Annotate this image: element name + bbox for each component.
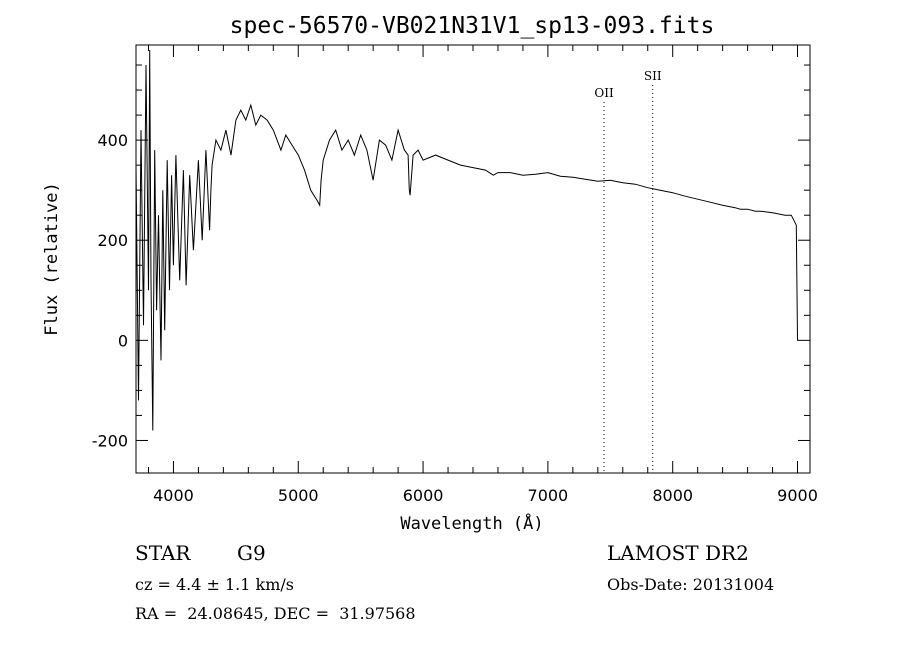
y-axis-label: Flux (relative) [42, 182, 62, 336]
line-annotations: OII SII [594, 69, 662, 473]
axis-ticks: 4000 5000 6000 7000 8000 9000 -200 0 200 400 [92, 45, 818, 505]
observation-date: Obs-Date: 20131004 [607, 575, 775, 594]
x-tick-label: 9000 [777, 486, 818, 505]
redshift-info: cz = 4.4 ± 1.1 km/s [135, 575, 294, 594]
x-axis-label: Wavelength (Å) [400, 512, 543, 534]
y-tick-label: 0 [118, 331, 128, 350]
y-tick-label: 400 [97, 131, 128, 150]
chart-title: spec-56570-VB021N31V1_sp13-093.fits [230, 13, 715, 39]
object-subclass: G9 [237, 541, 266, 565]
coordinates: RA = 24.08645, DEC = 31.97568 [135, 604, 416, 623]
object-class: STAR [135, 541, 191, 565]
plot-frame [135, 44, 811, 474]
annotation-label: OII [594, 86, 614, 100]
y-tick-label: -200 [92, 431, 128, 450]
survey-name: LAMOST DR2 [607, 541, 749, 565]
y-tick-label: 200 [97, 231, 128, 250]
spectrum-line [135, 49, 799, 431]
x-tick-label: 7000 [528, 486, 569, 505]
annotation-label: SII [644, 69, 662, 83]
x-tick-label: 6000 [403, 486, 444, 505]
x-tick-label: 4000 [153, 486, 194, 505]
x-tick-label: 5000 [278, 486, 319, 505]
x-tick-label: 8000 [652, 486, 693, 505]
